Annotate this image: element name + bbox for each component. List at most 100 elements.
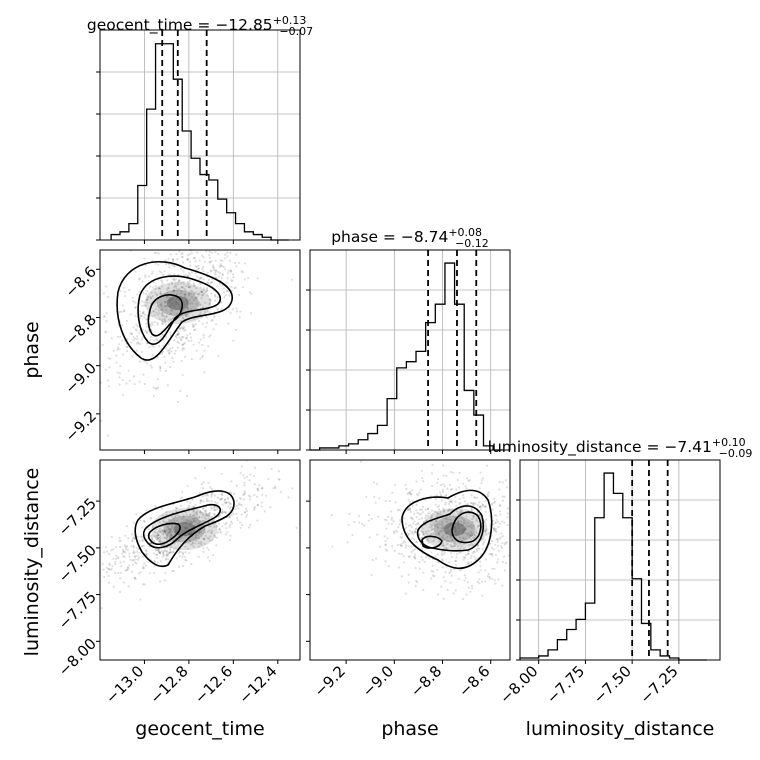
scatter-point bbox=[143, 583, 146, 586]
y-tick-label: −8.8 bbox=[62, 311, 100, 349]
scatter-point bbox=[421, 558, 424, 561]
scatter-point bbox=[108, 553, 111, 556]
scatter-point bbox=[198, 320, 201, 323]
scatter-point bbox=[179, 389, 182, 393]
scatter-point bbox=[487, 532, 490, 535]
scatter-point bbox=[216, 524, 219, 527]
scatter-point bbox=[159, 540, 162, 543]
scatter-point bbox=[402, 561, 406, 564]
scatter-point bbox=[174, 349, 177, 352]
scatter-point bbox=[469, 538, 472, 541]
scatter-point bbox=[196, 293, 199, 296]
scatter-point bbox=[200, 531, 203, 535]
scatter-point bbox=[123, 310, 126, 313]
scatter-point bbox=[149, 297, 153, 300]
scatter-point bbox=[179, 292, 182, 295]
scatter-point bbox=[168, 351, 171, 355]
scatter-point bbox=[455, 556, 458, 559]
scatter-point bbox=[185, 394, 189, 398]
scatter-point bbox=[204, 531, 207, 534]
scatter-point bbox=[108, 562, 111, 565]
scatter-point bbox=[146, 295, 149, 298]
scatter-point bbox=[183, 293, 186, 296]
scatter-point bbox=[130, 341, 133, 344]
scatter-point bbox=[202, 520, 205, 523]
scatter-point bbox=[453, 542, 456, 545]
scatter-point bbox=[445, 475, 448, 478]
scatter-point bbox=[287, 496, 290, 499]
scatter-point bbox=[429, 523, 432, 526]
scatter-point bbox=[214, 306, 218, 309]
scatter-point bbox=[185, 284, 188, 288]
scatter-point bbox=[204, 534, 207, 537]
scatter-point bbox=[253, 507, 256, 510]
scatter-point bbox=[205, 513, 208, 517]
scatter-point bbox=[132, 375, 136, 378]
scatter-point bbox=[176, 333, 179, 336]
scatter-point bbox=[449, 470, 452, 474]
scatter-point bbox=[141, 567, 144, 570]
scatter-point bbox=[192, 517, 195, 521]
scatter-point bbox=[461, 482, 465, 485]
scatter-point bbox=[203, 517, 207, 520]
scatter-point bbox=[130, 333, 133, 336]
scatter-point bbox=[182, 553, 185, 556]
scatter-point bbox=[136, 325, 139, 328]
scatter-point bbox=[176, 333, 179, 336]
scatter-point bbox=[125, 525, 128, 528]
scatter-point bbox=[191, 323, 194, 326]
scatter-point bbox=[195, 536, 198, 539]
scatter-point bbox=[437, 532, 440, 535]
scatter-point bbox=[198, 303, 201, 306]
scatter-point bbox=[155, 293, 158, 296]
panel-frame bbox=[519, 459, 721, 661]
scatter-point bbox=[194, 519, 197, 522]
scatter-point bbox=[183, 293, 186, 296]
scatter-point bbox=[171, 356, 174, 359]
scatter-point bbox=[160, 304, 163, 307]
scatter-point bbox=[193, 518, 196, 521]
scatter-point bbox=[466, 477, 469, 480]
scatter-point bbox=[169, 535, 172, 538]
scatter-point bbox=[156, 561, 159, 564]
scatter-point bbox=[110, 337, 113, 340]
scatter-point bbox=[406, 492, 409, 495]
scatter-point bbox=[434, 533, 437, 537]
scatter-point bbox=[166, 533, 169, 536]
scatter-point bbox=[432, 522, 435, 525]
scatter-point bbox=[106, 295, 110, 299]
scatter-point bbox=[189, 513, 192, 516]
scatter-point bbox=[496, 540, 499, 543]
scatter-point bbox=[156, 305, 159, 308]
scatter-point bbox=[429, 533, 432, 536]
scatter-point bbox=[168, 527, 172, 530]
scatter-point bbox=[191, 302, 194, 305]
contour-middle bbox=[137, 275, 222, 345]
scatter-point bbox=[385, 549, 388, 552]
scatter-point bbox=[153, 531, 157, 534]
scatter-point bbox=[483, 505, 486, 508]
scatter-point bbox=[489, 577, 492, 580]
scatter-point bbox=[206, 493, 209, 496]
scatter-point bbox=[478, 547, 481, 550]
scatter-point bbox=[462, 517, 465, 520]
scatter-point bbox=[186, 484, 189, 487]
scatter-point bbox=[433, 510, 436, 513]
scatter-point bbox=[226, 255, 229, 258]
scatter-point bbox=[159, 292, 162, 295]
scatter-point bbox=[162, 315, 166, 318]
scatter-point bbox=[431, 540, 434, 543]
scatter-point bbox=[206, 321, 209, 325]
scatter-point bbox=[167, 287, 170, 290]
scatter-point bbox=[246, 513, 249, 516]
scatter-point bbox=[173, 339, 176, 342]
scatter-point bbox=[452, 592, 455, 595]
scatter-point bbox=[123, 560, 126, 563]
scatter-point bbox=[217, 515, 220, 518]
scatter-point bbox=[458, 536, 461, 539]
scatter-point bbox=[173, 265, 176, 268]
scatter-point bbox=[234, 286, 237, 289]
scatter-point bbox=[132, 300, 135, 303]
scatter-point bbox=[159, 369, 162, 372]
scatter-point bbox=[415, 579, 418, 583]
